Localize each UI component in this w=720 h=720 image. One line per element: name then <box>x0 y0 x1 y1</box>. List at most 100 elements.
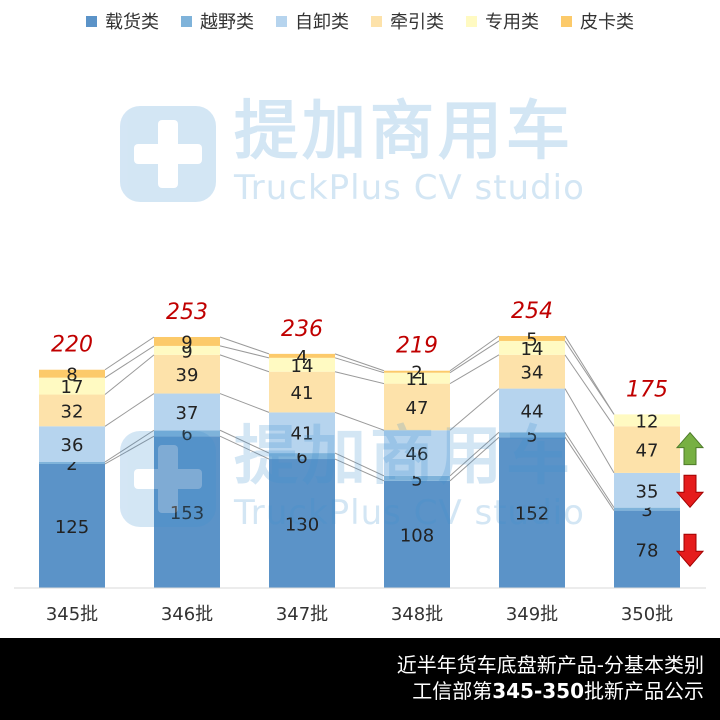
footer-caption: 近半年货车底盘新产品-分基本类别 工信部第345-350批新产品公示 <box>0 638 720 720</box>
bar-segment <box>269 353 335 358</box>
data-label: 41 <box>291 383 314 404</box>
data-label: 130 <box>285 515 319 536</box>
legend-item: 牵引类 <box>371 8 444 34</box>
bar-segment <box>154 430 220 437</box>
bar-segment <box>154 393 220 431</box>
connector-line <box>104 354 155 395</box>
footer-line2-bold: 345-350 <box>492 679 584 703</box>
connector-line <box>334 458 385 482</box>
total-label: 236 <box>281 317 323 342</box>
bar-segment <box>39 377 105 395</box>
bar-segment <box>269 459 335 588</box>
bar-segment <box>154 336 220 346</box>
legend-swatch <box>86 15 97 27</box>
connector-line <box>449 431 500 477</box>
connector-line <box>449 388 500 431</box>
x-tick-label: 347批 <box>276 604 328 625</box>
connector-line <box>104 336 155 371</box>
legend-item: 越野类 <box>181 8 254 34</box>
bar-segment <box>614 472 680 508</box>
connector-line <box>219 345 270 359</box>
down-arrow-icon <box>675 533 705 568</box>
connector-line <box>334 353 385 372</box>
footer-line2-prefix: 工信部第 <box>412 679 493 703</box>
legend-label: 自卸类 <box>295 12 349 33</box>
data-label: 2 <box>66 454 77 475</box>
data-label: 78 <box>636 540 659 561</box>
connector-line <box>564 436 615 511</box>
data-label: 9 <box>181 332 192 353</box>
connector-line <box>334 357 385 374</box>
bar-segment <box>39 462 105 464</box>
legend-swatch <box>276 15 287 27</box>
bar-segment <box>39 463 105 588</box>
bar-segment <box>614 426 680 473</box>
connector-line <box>564 388 615 474</box>
connector-line <box>564 354 615 427</box>
x-tick-label: 346批 <box>161 604 213 625</box>
legend-item: 皮卡类 <box>561 8 634 34</box>
data-label: 9 <box>181 341 192 362</box>
legend-label: 专用类 <box>485 12 539 33</box>
data-label: 108 <box>400 525 434 546</box>
bar-segment <box>499 354 565 389</box>
data-label: 35 <box>636 481 659 502</box>
total-label: 220 <box>51 333 93 358</box>
data-label: 8 <box>66 365 77 386</box>
bar-segment <box>154 436 220 588</box>
bar-segment <box>499 336 565 341</box>
legend-swatch <box>181 15 192 27</box>
down-arrow-icon <box>675 474 705 509</box>
bar-segment <box>269 371 335 413</box>
connector-line <box>104 429 155 463</box>
total-label: 219 <box>396 334 438 359</box>
connector-line <box>219 336 270 355</box>
up-arrow-icon <box>675 431 705 466</box>
bar-segment <box>499 432 565 438</box>
chart-legend: 载货类 越野类 自卸类 牵引类 专用类 皮卡类 <box>0 8 720 34</box>
bar-segment <box>154 354 220 394</box>
legend-label: 牵引类 <box>390 12 444 33</box>
data-label: 37 <box>176 403 199 424</box>
legend-swatch <box>561 15 572 27</box>
x-tick-label: 349批 <box>506 604 558 625</box>
connector-line <box>104 345 155 379</box>
connector-line <box>219 435 270 460</box>
legend-item: 载货类 <box>86 8 159 34</box>
arrow-shape <box>675 431 705 466</box>
data-label: 5 <box>526 426 537 447</box>
data-label: 39 <box>176 365 199 386</box>
data-label: 6 <box>296 447 307 468</box>
bar-segment <box>499 340 565 355</box>
data-label: 14 <box>521 339 544 360</box>
legend-label: 皮卡类 <box>580 12 634 33</box>
x-tick-label: 345批 <box>46 604 98 625</box>
data-label: 4 <box>296 347 307 368</box>
bar-segment <box>499 437 565 588</box>
connector-line <box>334 452 385 477</box>
legend-label: 越野类 <box>200 12 254 33</box>
data-label: 2 <box>411 363 422 384</box>
bar-segment <box>384 372 450 384</box>
data-label: 5 <box>526 329 537 350</box>
data-label: 14 <box>291 356 314 377</box>
bar-segment <box>39 394 105 427</box>
data-label: 125 <box>55 517 89 538</box>
arrow-shape <box>675 533 705 568</box>
data-label: 34 <box>521 363 544 384</box>
bar-segment <box>154 345 220 355</box>
bar-segment <box>384 370 450 373</box>
data-label: 3 <box>641 500 652 521</box>
bar-segment <box>614 414 680 427</box>
data-label: 46 <box>406 444 429 465</box>
data-label: 6 <box>181 424 192 445</box>
data-label: 5 <box>411 469 422 490</box>
connector-line <box>219 354 270 373</box>
data-label: 47 <box>406 398 429 419</box>
connector-line <box>564 335 615 415</box>
bar-segment <box>39 369 105 378</box>
bar-segment <box>269 357 335 372</box>
bar-segment <box>384 383 450 431</box>
bar-segment <box>384 430 450 476</box>
